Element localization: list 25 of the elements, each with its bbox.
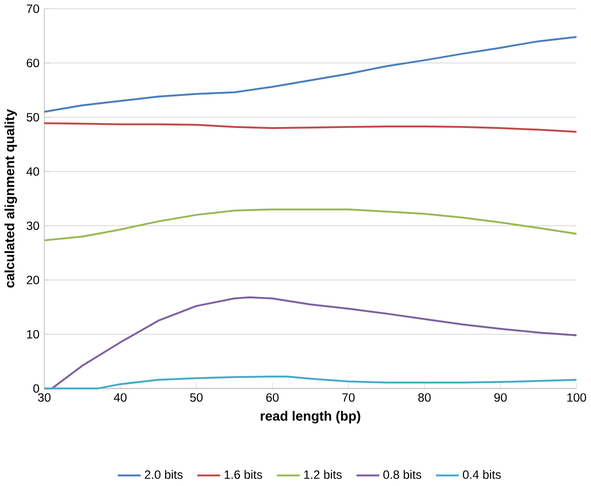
y-tick-label: 0	[33, 384, 40, 393]
legend-label: 0.8 bits	[383, 470, 422, 479]
x-tick-label: 60	[266, 393, 279, 402]
y-tick-label: 10	[27, 330, 40, 338]
y-tick-label: 20	[26, 276, 40, 284]
legend-label: 2.0 bits	[144, 470, 183, 479]
x-tick-label: 100	[567, 393, 586, 402]
y-tick-label: 70	[26, 4, 40, 13]
y-axis-title: calculated alignment quality	[4, 109, 17, 288]
line-series	[43, 122, 578, 133]
x-tick-label: 80	[418, 393, 431, 402]
x-tick-label: 50	[190, 393, 203, 402]
y-tick-label: 40	[26, 167, 40, 176]
x-tick-label: 40	[114, 393, 127, 402]
line-series	[43, 36, 578, 113]
y-tick-label: 50	[26, 112, 40, 122]
x-axis-title: read length (bp)	[260, 410, 360, 424]
legend-label: 1.6 bits	[224, 470, 262, 479]
legend-label: 1.2 bits	[304, 470, 342, 479]
y-tick-label: 60	[26, 58, 40, 68]
x-tick-label: 30	[38, 393, 51, 402]
x-tick-label: 90	[494, 393, 507, 402]
y-tick-label: 30	[26, 221, 40, 230]
x-tick-label: 70	[342, 393, 355, 402]
legend-label: 0.4 bits	[462, 470, 501, 479]
